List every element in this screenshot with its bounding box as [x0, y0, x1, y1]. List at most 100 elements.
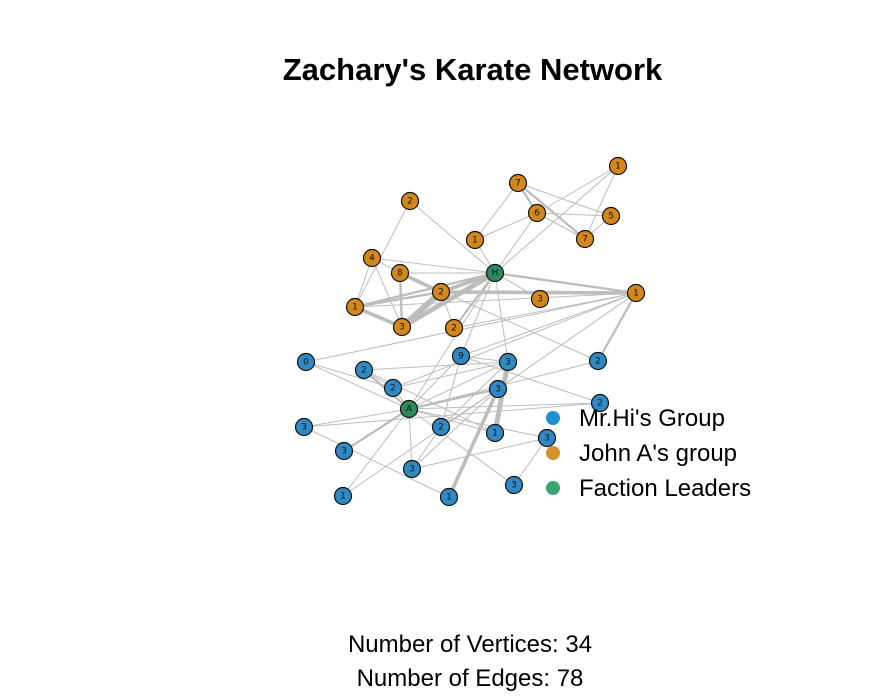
- node-circle: [485, 423, 505, 443]
- node-label: 1: [352, 303, 358, 313]
- node-label: 1: [492, 429, 498, 439]
- node-circle: [488, 379, 508, 399]
- graph-edge: [354, 292, 637, 308]
- node-label: 1: [472, 236, 478, 246]
- node-label: 3: [537, 295, 543, 305]
- node-label: 5: [608, 212, 614, 222]
- graph-node: 3: [498, 352, 518, 372]
- graph-edge: [408, 272, 496, 410]
- node-circle: [444, 318, 464, 338]
- graph-node: 1: [345, 297, 365, 317]
- graph-edge: [363, 369, 496, 434]
- node-circle: [537, 428, 557, 448]
- graph-node: 2: [590, 393, 610, 413]
- node-label: 8: [397, 269, 403, 279]
- node-circle: [527, 203, 547, 223]
- node-label: 3: [511, 481, 517, 491]
- graph-node: 2: [400, 191, 420, 211]
- node-label: 6: [534, 209, 540, 219]
- graph-edge: [447, 387, 500, 499]
- node-circle: [451, 346, 471, 366]
- node-label: 2: [451, 324, 457, 334]
- graph-edge: [494, 212, 538, 274]
- node-label: 7: [582, 235, 588, 245]
- graph-edge: [492, 359, 511, 436]
- node-circle: [575, 229, 595, 249]
- chart-title: Zachary's Karate Network: [282, 52, 663, 87]
- node-circle: [333, 486, 353, 506]
- graph-edge: [497, 292, 637, 390]
- graph-stats: Number of Vertices: 34 Number of Edges: …: [0, 628, 875, 696]
- graph-edge: [494, 165, 619, 274]
- graph-node: 8: [390, 263, 410, 283]
- node-circle: [530, 289, 550, 309]
- graph-node: 7: [575, 229, 595, 249]
- graph-edge: [440, 361, 509, 428]
- graph-edge: [513, 437, 548, 486]
- graph-edge: [342, 388, 499, 497]
- node-circle: [588, 351, 608, 371]
- graph-node: 2: [588, 351, 608, 371]
- graph-node: A: [399, 399, 419, 419]
- vertex-count: Number of Vertices: 34: [347, 631, 593, 658]
- node-label: A: [406, 405, 413, 415]
- edge-layer: [303, 165, 638, 499]
- node-label: H: [492, 269, 499, 279]
- graph-node: 2: [383, 378, 403, 398]
- node-circle: [485, 263, 505, 283]
- graph-edge: [342, 407, 411, 453]
- graph-node: 2: [354, 360, 374, 380]
- graph-edge: [408, 402, 601, 410]
- node-label: 2: [438, 423, 444, 433]
- graph-node: 0: [296, 352, 316, 372]
- graph-edge: [460, 355, 601, 404]
- graph-edge: [408, 408, 548, 439]
- graph-edge: [303, 426, 450, 498]
- node-label: 9: [458, 352, 464, 362]
- graph-edge: [474, 212, 538, 241]
- graph-edge: [408, 408, 413, 470]
- graph-edge: [392, 361, 509, 389]
- edge-count: Number of Edges: 78: [356, 665, 584, 692]
- graph-edge: [353, 290, 443, 309]
- graph-node: 3: [392, 317, 412, 337]
- graph-node: 2: [431, 282, 451, 302]
- graph-edge: [363, 361, 509, 371]
- node-circle: [608, 156, 628, 176]
- graph-edge: [516, 181, 587, 241]
- node-circle: [431, 417, 451, 437]
- legend-label: Faction Leaders: [579, 475, 751, 502]
- graph-node: 6: [527, 203, 547, 223]
- node-circle: [508, 173, 528, 193]
- node-circle: [362, 248, 382, 268]
- legend-swatch: [546, 446, 560, 460]
- node-circle: [400, 191, 420, 211]
- node-circle: [345, 297, 365, 317]
- node-label: 1: [615, 162, 621, 172]
- graph-edge: [474, 182, 519, 241]
- node-circle: [392, 317, 412, 337]
- graph-edge: [411, 437, 548, 470]
- node-circle: [498, 352, 518, 372]
- node-label: 3: [341, 447, 347, 457]
- node-circle: [390, 263, 410, 283]
- graph-edge: [342, 408, 410, 497]
- graph-node: H: [485, 263, 505, 283]
- graph-node: 9: [451, 346, 471, 366]
- graph-edge: [411, 388, 499, 470]
- graph-node: 3: [294, 417, 314, 437]
- graph-edge: [460, 272, 496, 357]
- graph-edge: [408, 408, 515, 486]
- graph-edge: [305, 361, 410, 410]
- legend-swatch: [546, 411, 560, 425]
- node-label: 4: [369, 254, 375, 264]
- graph-node: 3: [530, 289, 550, 309]
- node-label: 1: [446, 493, 452, 503]
- graph-node: 7: [508, 173, 528, 193]
- graph-edge: [371, 257, 403, 328]
- graph-node: 3: [504, 475, 524, 495]
- graph-node: 1: [465, 230, 485, 250]
- graph-node: 3: [488, 379, 508, 399]
- legend-swatch: [546, 481, 560, 495]
- node-label: 0: [303, 358, 309, 368]
